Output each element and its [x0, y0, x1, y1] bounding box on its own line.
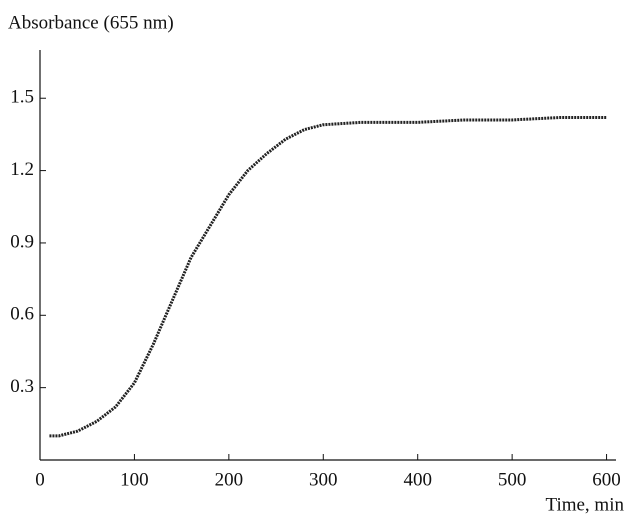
x-axis-label: Time, min — [546, 494, 625, 515]
x-tick-label: 100 — [120, 469, 149, 490]
x-tick-label: 500 — [498, 469, 527, 490]
y-tick-label: 0.3 — [10, 376, 34, 397]
y-tick-label: 0.6 — [10, 304, 34, 325]
x-tick-label: 300 — [309, 469, 338, 490]
y-tick-label: 0.9 — [10, 231, 34, 252]
y-tick-label: 1.2 — [10, 159, 34, 180]
x-tick-label: 400 — [403, 469, 432, 490]
x-tick-label: 200 — [215, 469, 244, 490]
x-tick-label: 600 — [592, 469, 621, 490]
data-line — [49, 116, 607, 438]
y-axis-label: Absorbance (655 nm) — [8, 12, 174, 33]
y-tick-label: 1.5 — [10, 87, 34, 108]
x-tick-label: 0 — [35, 469, 45, 490]
